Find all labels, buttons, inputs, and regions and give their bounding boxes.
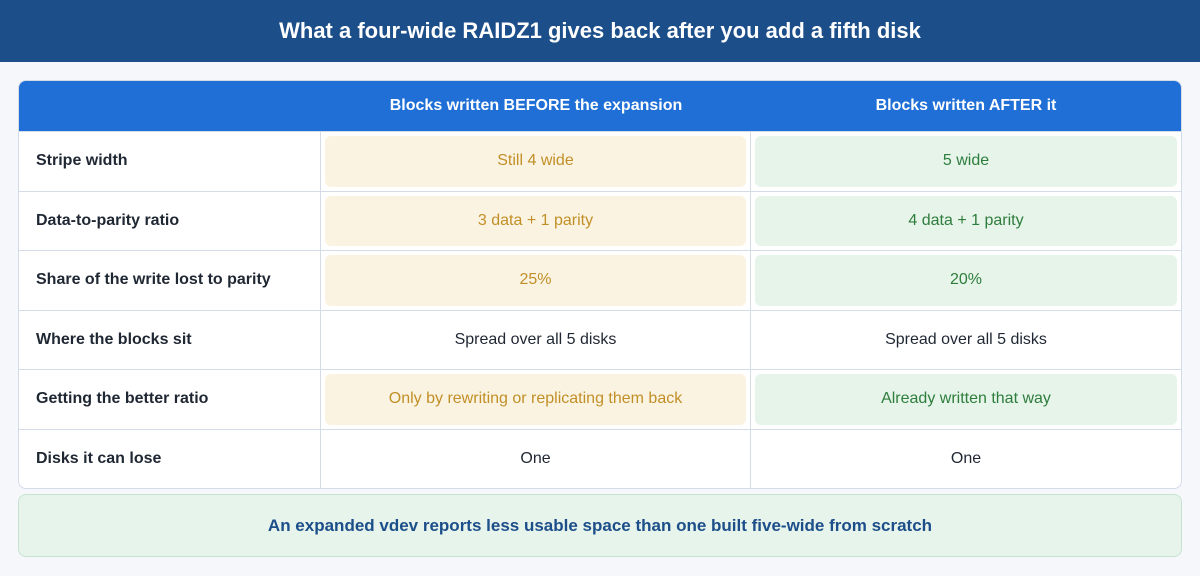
row: Getting the better ratio Only by rewritin… <box>19 369 1181 429</box>
title-bar: What a four-wide RAIDZ1 gives back after… <box>0 0 1200 62</box>
row: Share of the write lost to parity 25% 20% <box>19 250 1181 310</box>
header-row: Blocks written BEFORE the expansion Bloc… <box>19 81 1181 131</box>
cell: Already written that way <box>755 374 1177 425</box>
cell: One <box>321 429 751 488</box>
cell: Spread over all 5 disks <box>885 330 1047 348</box>
row: Where the blocks sit Spread over all 5 di… <box>19 309 1181 369</box>
note-text: An expanded vdev reports less usable spa… <box>267 515 933 535</box>
cell: Only by rewriting or replicating them ba… <box>325 374 746 425</box>
row-label: Share of the write lost to parity <box>19 251 321 310</box>
cell: 3 data + 1 parity <box>325 195 746 246</box>
cell: 4 data + 1 parity <box>755 195 1177 246</box>
corner-cell <box>19 81 321 131</box>
row: Data-to-parity ratio 3 data + 1 parity 4 d… <box>19 190 1181 250</box>
comparison-table: Blocks written BEFORE the expansion Bloc… <box>18 80 1182 489</box>
row-label: Stripe width <box>19 132 321 191</box>
row: Disks it can lose One One <box>19 428 1181 488</box>
column-header: Blocks written AFTER it <box>875 97 1057 114</box>
cell: One <box>950 449 982 467</box>
row-label: Disks it can lose <box>19 429 321 488</box>
row-label: Getting the better ratio <box>19 370 321 429</box>
row-label: Data-to-parity ratio <box>19 191 321 250</box>
cell: Spread over all 5 disks <box>321 310 751 369</box>
row: Stripe width Still 4 wide 5 wide <box>19 131 1181 191</box>
cell: Still 4 wide <box>325 136 746 187</box>
column-header: Blocks written BEFORE the expansion <box>389 97 683 114</box>
cell: 5 wide <box>755 136 1177 187</box>
title: What a four-wide RAIDZ1 gives back after… <box>279 18 921 43</box>
row-label: Where the blocks sit <box>19 310 321 369</box>
cell: 20% <box>755 255 1177 306</box>
footer-note: An expanded vdev reports less usable spa… <box>18 494 1182 557</box>
cell: 25% <box>325 255 746 306</box>
